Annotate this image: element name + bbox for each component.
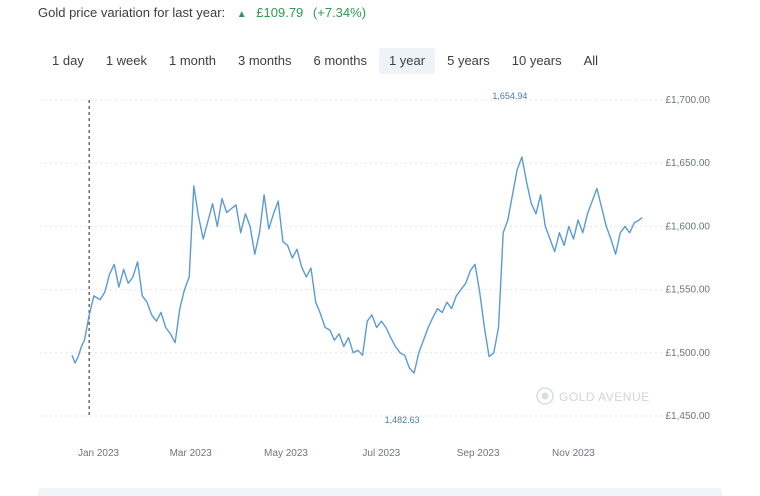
grid-lines (40, 99, 662, 417)
watermark-logo-icon (536, 387, 554, 405)
price-variation-header: Gold price variation for last year: ▲ £1… (38, 4, 366, 22)
y-axis-ticks: £1,450.00 £1,500.00 £1,550.00 £1,600.00 £1,6… (666, 95, 711, 422)
header-title: Gold price variation for last year: (38, 5, 226, 20)
x-tick-label: Jan 2023 (78, 448, 120, 459)
footer-strip (38, 488, 722, 496)
range-10-years[interactable]: 10 years (511, 53, 562, 68)
x-axis-ticks: Jan 2023 Mar 2023 May 2023 Jul 2023 Sep 2023… (78, 448, 595, 459)
min-annotation: 1,482.63 (385, 415, 420, 425)
range-5-years[interactable]: 5 years (447, 53, 490, 68)
y-tick-label: £1,600.00 (666, 221, 711, 232)
y-tick-label: £1,450.00 (666, 411, 711, 422)
y-tick-label: £1,500.00 (666, 348, 711, 359)
x-tick-label: Jul 2023 (362, 448, 400, 459)
y-tick-label: £1,700.00 (666, 95, 711, 106)
triangle-up-icon: ▲ (236, 9, 247, 20)
range-6-months[interactable]: 6 months (313, 53, 367, 68)
change-value: £109.79 (256, 5, 304, 20)
watermark-logo-dot (541, 392, 549, 400)
price-chart[interactable]: £1,450.00 £1,500.00 £1,550.00 £1,600.00 £1,6… (0, 86, 760, 471)
x-tick-label: Nov 2023 (552, 448, 595, 459)
max-annotation: 1,654.94 (492, 91, 527, 101)
range-1-year[interactable]: 1 year (378, 48, 436, 74)
price-chart-svg[interactable]: £1,450.00 £1,500.00 £1,550.00 £1,600.00 £1,6… (0, 86, 760, 471)
x-tick-label: May 2023 (264, 448, 308, 459)
x-tick-label: Sep 2023 (457, 448, 500, 459)
gold-avenue-watermark: GOLD AVENUE (536, 387, 650, 405)
range-1-month[interactable]: 1 month (169, 53, 216, 68)
y-tick-label: £1,650.00 (666, 158, 711, 169)
range-3-months[interactable]: 3 months (238, 53, 292, 68)
x-tick-label: Mar 2023 (170, 448, 213, 459)
range-all[interactable]: All (583, 53, 599, 68)
range-1-day[interactable]: 1 day (52, 53, 84, 68)
range-1-week[interactable]: 1 week (105, 53, 148, 68)
y-tick-label: £1,550.00 (666, 285, 711, 296)
range-selector: 1 day 1 week 1 month 3 months 6 months 1… (42, 48, 610, 76)
series-line[interactable] (71, 156, 643, 374)
change-percent: (+7.34%) (312, 5, 367, 20)
watermark-text: GOLD AVENUE (559, 390, 650, 404)
